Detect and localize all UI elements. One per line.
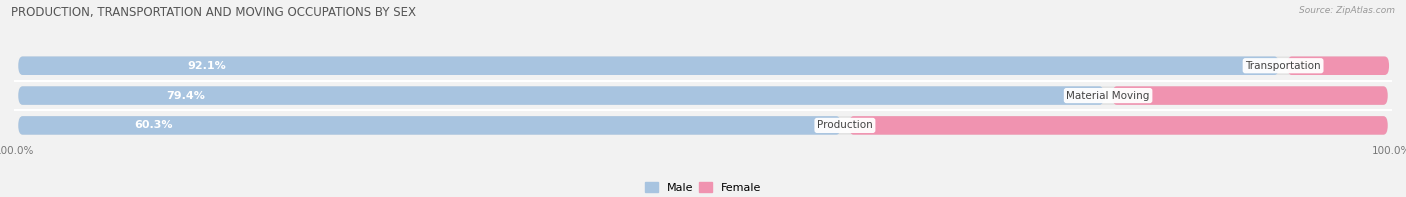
Text: Production: Production	[817, 120, 873, 130]
Text: PRODUCTION, TRANSPORTATION AND MOVING OCCUPATIONS BY SEX: PRODUCTION, TRANSPORTATION AND MOVING OC…	[11, 6, 416, 19]
FancyBboxPatch shape	[849, 116, 1388, 135]
FancyBboxPatch shape	[18, 116, 841, 135]
Text: Material Moving: Material Moving	[1066, 91, 1150, 101]
Text: 60.3%: 60.3%	[135, 120, 173, 130]
FancyBboxPatch shape	[18, 57, 1279, 75]
FancyBboxPatch shape	[18, 86, 1388, 105]
Text: Transportation: Transportation	[1246, 61, 1320, 71]
FancyBboxPatch shape	[1288, 57, 1389, 75]
Legend: Male, Female: Male, Female	[640, 178, 766, 197]
FancyBboxPatch shape	[18, 57, 1388, 75]
Text: 92.1%: 92.1%	[187, 61, 226, 71]
Text: Source: ZipAtlas.com: Source: ZipAtlas.com	[1299, 6, 1395, 15]
Text: 79.4%: 79.4%	[166, 91, 205, 101]
FancyBboxPatch shape	[1112, 86, 1388, 105]
FancyBboxPatch shape	[18, 86, 1104, 105]
FancyBboxPatch shape	[18, 116, 1388, 135]
